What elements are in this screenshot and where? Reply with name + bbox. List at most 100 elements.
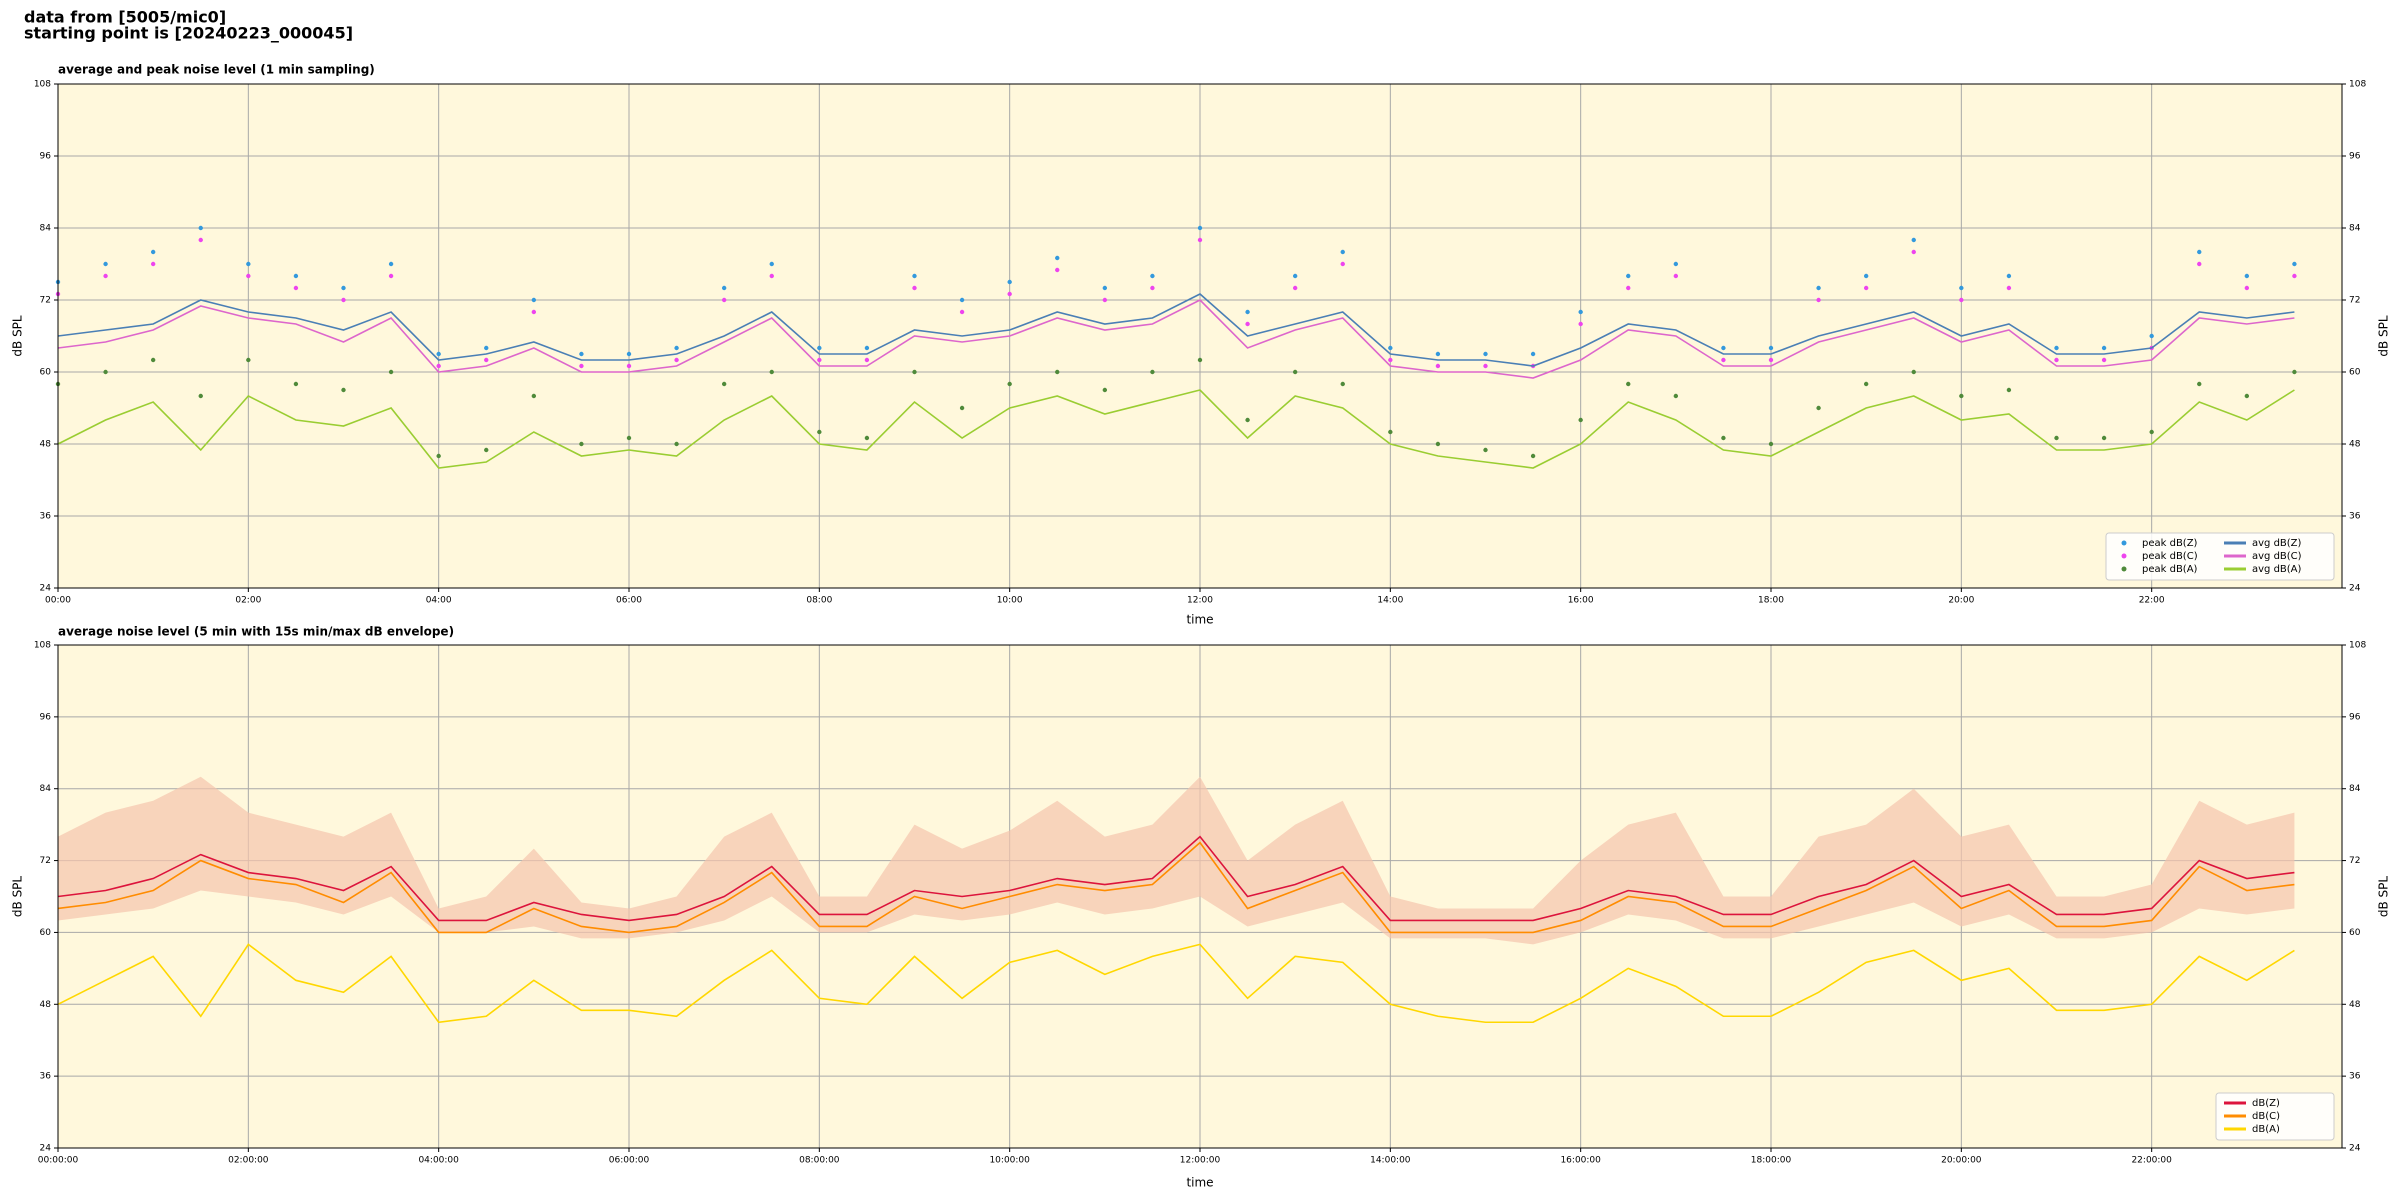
data-point <box>817 357 822 363</box>
data-point <box>1578 309 1583 315</box>
y-tick-label: 108 <box>2349 641 2366 651</box>
data-point <box>103 261 108 267</box>
data-point <box>484 345 489 351</box>
y-tick-label: 96 <box>40 152 52 162</box>
data-point <box>817 429 822 435</box>
legend-label: avg dB(Z) <box>2252 538 2302 549</box>
x-tick-label: 00:00 <box>45 596 71 606</box>
data-point <box>626 435 632 441</box>
data-point <box>1150 369 1155 375</box>
data-point <box>2054 345 2059 351</box>
data-point <box>626 363 632 369</box>
y-tick-label: 36 <box>40 512 52 522</box>
data-point <box>2244 393 2250 399</box>
data-point <box>150 261 156 267</box>
y-tick-label: 72 <box>2349 856 2360 866</box>
data-point <box>1911 249 1916 255</box>
x-tick-label: 22:00:00 <box>2131 1156 2172 1166</box>
data-point <box>864 357 870 363</box>
data-point <box>864 435 870 441</box>
x-tick-label: 18:00:00 <box>1751 1156 1792 1166</box>
data-point <box>1863 381 1869 387</box>
data-point <box>1768 357 1774 363</box>
data-point <box>912 369 917 375</box>
data-point <box>1055 369 1060 375</box>
y-axis-label: dB SPL <box>11 315 25 357</box>
y-tick-label: 96 <box>2349 152 2361 162</box>
data-point <box>1007 279 1012 285</box>
data-point <box>1197 357 1203 363</box>
y-tick-label: 60 <box>40 928 52 938</box>
y-tick-label: 24 <box>40 584 52 594</box>
data-point <box>959 405 965 411</box>
legend-label: dB(A) <box>2252 1124 2280 1135</box>
y-tick-label: 72 <box>2349 296 2360 306</box>
data-point <box>2149 429 2154 435</box>
data-point <box>484 357 489 363</box>
y-tick-label: 48 <box>40 1000 52 1010</box>
data-point <box>1340 261 1345 267</box>
data-point <box>912 285 917 291</box>
data-point <box>1340 381 1345 387</box>
data-point <box>579 363 584 369</box>
data-point <box>1340 249 1345 255</box>
y-tick-label: 24 <box>2349 1144 2361 1154</box>
y-tick-label: 84 <box>40 784 52 794</box>
data-point <box>1816 297 1821 303</box>
legend-label: dB(C) <box>2252 1111 2280 1122</box>
data-point <box>2197 249 2202 255</box>
data-point <box>2006 285 2012 291</box>
data-point <box>1721 357 1726 363</box>
data-point <box>1959 297 1964 303</box>
chart-title: average and peak noise level (1 min samp… <box>58 63 375 77</box>
data-point <box>1102 285 1108 291</box>
data-point <box>1578 321 1583 327</box>
data-point <box>1959 285 1964 291</box>
plot-frame <box>57 83 2343 589</box>
x-tick-label: 02:00 <box>235 596 261 606</box>
y-tick-label: 96 <box>40 712 52 722</box>
data-point <box>1673 393 1679 399</box>
data-point <box>2101 345 2107 351</box>
envelope-band <box>58 776 2295 945</box>
y-tick-label: 48 <box>40 440 52 450</box>
data-point <box>1292 369 1298 375</box>
x-tick-label: 22:00 <box>2139 596 2165 606</box>
data-point <box>1435 441 1441 447</box>
y-tick-label: 60 <box>2349 928 2361 938</box>
x-tick-label: 18:00 <box>1758 596 1784 606</box>
data-point <box>1245 309 1250 315</box>
y-tick-label: 108 <box>2349 80 2366 90</box>
data-point <box>2292 273 2297 279</box>
data-point <box>484 447 489 453</box>
y-axis-label: dB SPL <box>2377 315 2391 357</box>
data-point <box>341 387 346 393</box>
data-point <box>1626 285 1631 291</box>
y-tick-label: 60 <box>2349 368 2361 378</box>
data-point <box>2244 285 2250 291</box>
x-tick-label: 12:00:00 <box>1180 1156 1221 1166</box>
data-point <box>2054 357 2059 363</box>
data-point <box>721 297 727 303</box>
x-tick-label: 10:00:00 <box>989 1156 1030 1166</box>
data-point <box>864 345 870 351</box>
y-tick-label: 108 <box>34 641 51 651</box>
data-point <box>388 369 394 375</box>
data-point <box>1911 369 1916 375</box>
data-point <box>1245 417 1250 423</box>
data-point <box>579 441 584 447</box>
data-point <box>1816 285 1821 291</box>
data-point <box>1578 417 1583 423</box>
data-point <box>2101 435 2107 441</box>
y-tick-label: 60 <box>40 368 52 378</box>
data-point <box>1150 285 1155 291</box>
data-point <box>1768 345 1774 351</box>
data-point <box>1435 363 1441 369</box>
legend-label: peak dB(A) <box>2142 564 2198 575</box>
y-tick-label: 96 <box>2349 712 2361 722</box>
data-point <box>103 273 108 279</box>
x-tick-label: 10:00 <box>997 596 1023 606</box>
data-point <box>2006 273 2012 279</box>
data-point <box>1959 393 1964 399</box>
